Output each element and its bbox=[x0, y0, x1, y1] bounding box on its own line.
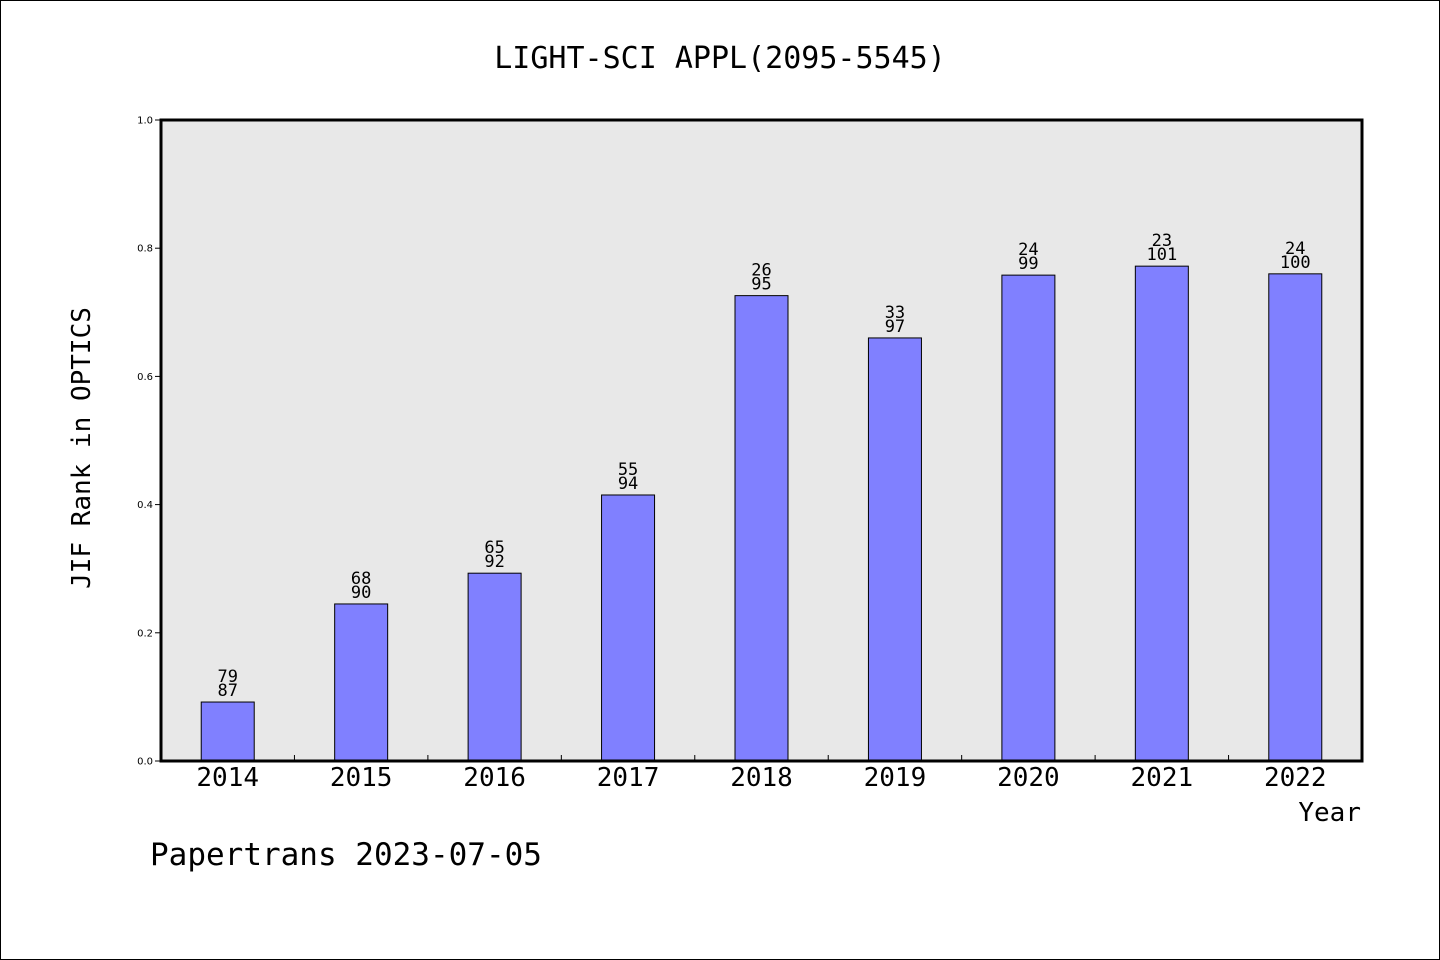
bar-2015 bbox=[334, 603, 389, 762]
y-tick-label: 0.2 bbox=[137, 628, 153, 639]
x-tick-label: 2018 bbox=[730, 763, 793, 793]
x-tick-label: 2015 bbox=[330, 763, 393, 793]
data-label-rank: 24 bbox=[1018, 240, 1038, 260]
data-label-total: 101 bbox=[1146, 245, 1177, 265]
axes-layer: 0.0 0.2 0.4 0.6 0.8 1.0 2014 2015 2016 2017 2018 20… bbox=[137, 116, 1326, 794]
bar-2022 bbox=[1268, 273, 1323, 762]
data-label-rank: 33 bbox=[885, 303, 905, 323]
bar-2020 bbox=[1001, 274, 1056, 762]
bar-2021 bbox=[1134, 265, 1189, 762]
y-tick-label: 0.8 bbox=[137, 244, 153, 255]
data-label-rank: 24 bbox=[1285, 239, 1305, 259]
bar-2018 bbox=[734, 295, 789, 762]
x-tick-label: 2019 bbox=[864, 763, 927, 793]
data-label-rank: 55 bbox=[618, 460, 638, 480]
y-tick-label: 0.4 bbox=[137, 500, 153, 511]
x-tick-label: 2016 bbox=[463, 763, 526, 793]
data-label-total: 99 bbox=[1018, 254, 1038, 274]
footer-text: Papertrans 2023-07-05 bbox=[150, 837, 542, 873]
y-axis-label: JIF Rank in OPTICS bbox=[67, 307, 97, 589]
data-label-total: 100 bbox=[1280, 253, 1311, 273]
x-tick-label: 2020 bbox=[997, 763, 1060, 793]
x-tick-label: 2021 bbox=[1131, 763, 1194, 793]
bar-2019 bbox=[867, 337, 922, 762]
data-label-total: 87 bbox=[217, 681, 237, 701]
data-label-rank: 79 bbox=[217, 667, 237, 687]
y-tick-label: 1.0 bbox=[137, 116, 153, 127]
data-label-rank: 23 bbox=[1152, 231, 1172, 251]
chart-title: LIGHT-SCI APPL(2095-5545) bbox=[494, 41, 946, 76]
data-label-rank: 65 bbox=[484, 538, 504, 558]
bar-2017 bbox=[601, 494, 656, 762]
data-label-rank: 26 bbox=[751, 261, 771, 281]
data-label-total: 97 bbox=[885, 317, 905, 337]
bar-2014 bbox=[200, 701, 255, 762]
x-tick-label: 2017 bbox=[597, 763, 660, 793]
data-label-total: 94 bbox=[618, 474, 638, 494]
y-tick-label: 0.0 bbox=[137, 757, 153, 768]
x-axis-label: Year bbox=[1298, 798, 1361, 828]
data-label-total: 90 bbox=[351, 583, 371, 603]
y-tick-label: 0.6 bbox=[137, 372, 153, 383]
bar-2016 bbox=[467, 572, 522, 762]
data-label-total: 92 bbox=[484, 552, 504, 572]
x-tick-label: 2014 bbox=[196, 763, 259, 793]
bars-layer bbox=[200, 265, 1323, 762]
x-tick-label: 2022 bbox=[1264, 763, 1327, 793]
plot-frame bbox=[159, 118, 1364, 763]
data-label-rank: 68 bbox=[351, 569, 371, 589]
data-label-total: 95 bbox=[751, 275, 771, 295]
